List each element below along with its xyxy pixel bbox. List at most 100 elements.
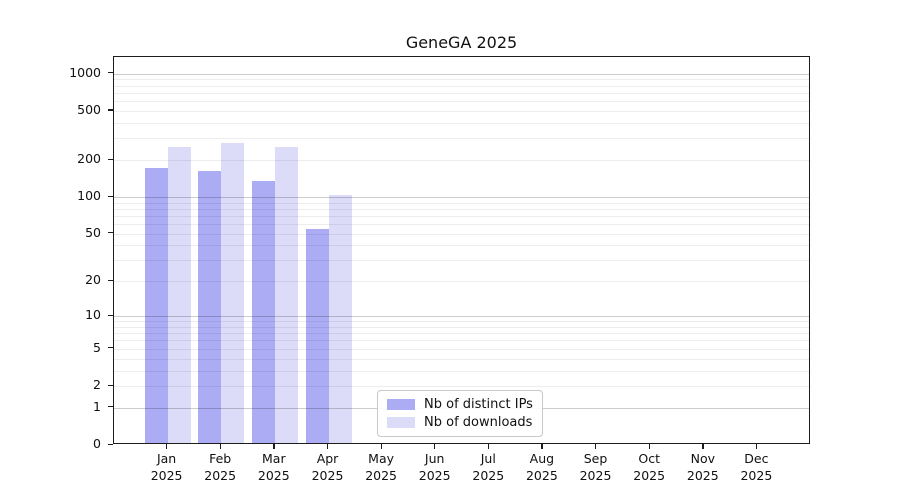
x-tick xyxy=(166,444,168,449)
x-tick-month: Jun xyxy=(424,451,445,466)
y-tick xyxy=(108,279,113,282)
x-tick-label-may: May 2025 xyxy=(353,450,409,484)
x-tick-label-feb: Feb 2025 xyxy=(192,450,248,484)
x-tick xyxy=(273,444,275,449)
y-gridline-minor xyxy=(114,245,809,247)
x-tick-label-dec: Dec 2025 xyxy=(728,450,784,484)
x-tick xyxy=(755,444,758,449)
x-tick xyxy=(434,444,436,449)
y-gridline-minor xyxy=(114,358,809,360)
x-tick-month: Oct xyxy=(638,451,660,466)
x-tick-label-jan: Jan 2025 xyxy=(139,450,195,484)
bar-nb-of-distinct-ips-jan xyxy=(144,168,168,443)
x-tick-year: 2025 xyxy=(418,468,451,483)
x-tick-label-apr: Apr 2025 xyxy=(300,450,356,484)
y-tick xyxy=(108,443,113,445)
x-tick-month: Jul xyxy=(480,451,496,466)
y-gridline-minor xyxy=(114,92,809,94)
y-gridline-minor xyxy=(114,79,809,81)
y-gridline-major xyxy=(114,316,809,318)
bar-nb-of-downloads-jan xyxy=(167,146,191,443)
x-tick-label-nov: Nov 2025 xyxy=(675,450,731,484)
x-tick-year: 2025 xyxy=(204,468,237,483)
bars-layer xyxy=(114,57,809,443)
y-tick-label: 20 xyxy=(85,272,101,288)
bar-nb-of-distinct-ips-mar xyxy=(251,181,275,443)
y-gridline-minor xyxy=(114,101,809,103)
y-tick-label: 1000 xyxy=(69,64,101,80)
y-tick-label: 5 xyxy=(93,339,101,355)
y-gridline-minor xyxy=(114,321,809,323)
y-tick-label: 100 xyxy=(77,187,101,203)
y-gridline-major xyxy=(114,197,809,199)
x-tick-month: Aug xyxy=(529,451,555,466)
x-tick xyxy=(702,444,704,449)
legend-item-nb-of-downloads: Nb of downloads xyxy=(387,415,533,430)
y-tick-label: 500 xyxy=(77,101,101,117)
y-gridline-minor xyxy=(114,215,809,217)
x-tick-label-mar: Mar 2025 xyxy=(246,450,302,484)
x-tick-label-oct: Oct 2025 xyxy=(621,450,677,484)
bar-nb-of-downloads-apr xyxy=(328,195,352,443)
y-tick-label: 0 xyxy=(93,435,101,451)
chart-title: GeneGA 2025 xyxy=(405,33,518,52)
bar-nb-of-distinct-ips-feb xyxy=(198,170,222,443)
y-tick-label: 1 xyxy=(93,398,101,414)
y-tick xyxy=(108,232,113,234)
x-tick-month: Sep xyxy=(583,451,608,466)
y-gridline-minor xyxy=(114,333,809,335)
x-tick xyxy=(595,444,597,449)
y-gridline-minor xyxy=(114,340,809,342)
x-tick-year: 2025 xyxy=(150,468,183,483)
x-tick-label-aug: Aug 2025 xyxy=(514,450,570,484)
x-tick-year: 2025 xyxy=(740,468,773,483)
y-gridline-minor xyxy=(114,233,809,235)
x-tick-year: 2025 xyxy=(633,468,666,483)
bar-nb-of-distinct-ips-apr xyxy=(305,228,329,443)
y-tick-label: 2 xyxy=(93,376,101,392)
x-tick-month: Jan xyxy=(156,451,177,466)
y-tick xyxy=(108,109,113,111)
legend-label: Nb of distinct IPs xyxy=(424,397,533,412)
legend-swatch-nb-of-distinct-ips xyxy=(387,399,415,410)
y-gridline-minor xyxy=(114,370,809,372)
y-gridline-minor xyxy=(114,348,809,350)
x-tick-month: Mar xyxy=(262,451,286,466)
y-tick xyxy=(108,72,113,74)
y-tick xyxy=(108,195,113,197)
x-tick-year: 2025 xyxy=(579,468,612,483)
y-gridline-minor xyxy=(114,138,809,140)
bar-nb-of-downloads-mar xyxy=(274,147,298,443)
x-tick-month: Feb xyxy=(209,451,232,466)
legend-swatch-nb-of-downloads xyxy=(387,417,415,428)
y-gridline-minor xyxy=(114,281,809,283)
x-tick xyxy=(541,444,543,449)
y-gridline-minor xyxy=(114,260,809,262)
x-tick-label-jun: Jun 2025 xyxy=(407,450,463,484)
x-tick xyxy=(380,444,382,449)
y-tick xyxy=(108,347,113,349)
x-tick-month: May xyxy=(368,451,395,466)
y-gridline-minor xyxy=(114,326,809,328)
legend-item-nb-of-distinct-ips: Nb of distinct IPs xyxy=(387,397,533,412)
legend: Nb of distinct IPs Nb of downloads xyxy=(377,390,543,437)
y-gridline-minor xyxy=(114,85,809,87)
y-tick xyxy=(108,406,113,408)
x-tick xyxy=(487,444,490,449)
y-gridline-major xyxy=(114,73,809,75)
y-tick-label: 10 xyxy=(85,306,101,322)
y-gridline-minor xyxy=(114,208,809,210)
x-tick-month: Nov xyxy=(690,451,715,466)
x-tick-year: 2025 xyxy=(686,468,719,483)
grid-layer xyxy=(114,57,809,443)
x-tick-year: 2025 xyxy=(525,468,558,483)
plot-area xyxy=(113,56,810,444)
bar-nb-of-downloads-feb xyxy=(221,142,245,443)
y-gridline-minor xyxy=(114,224,809,226)
x-tick-year: 2025 xyxy=(311,468,344,483)
x-tick-year: 2025 xyxy=(257,468,290,483)
y-tick xyxy=(108,158,113,160)
legend-label: Nb of downloads xyxy=(424,415,533,430)
x-tick xyxy=(648,444,650,449)
